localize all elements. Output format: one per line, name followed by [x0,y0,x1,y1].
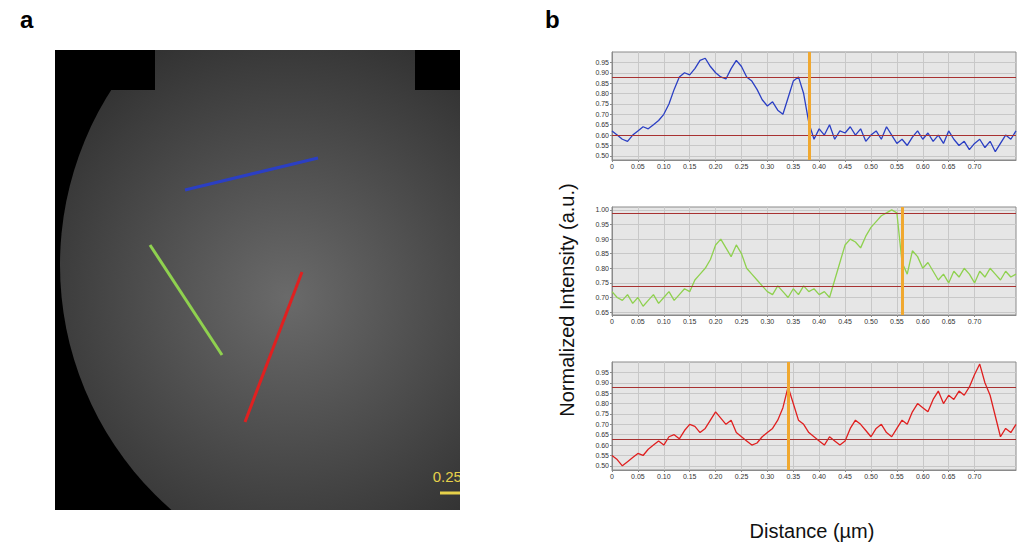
svg-text:0.60: 0.60 [916,318,930,325]
svg-text:0.45: 0.45 [838,473,852,480]
svg-text:0.90: 0.90 [595,379,609,386]
svg-text:0.40: 0.40 [812,163,826,170]
svg-text:0.75: 0.75 [595,410,609,417]
svg-text:0.35: 0.35 [786,163,800,170]
svg-text:0: 0 [610,473,614,480]
svg-text:0.20: 0.20 [709,318,723,325]
svg-text:0.65: 0.65 [595,309,609,316]
html-text:a: a [20,6,34,33]
svg-text:0.80: 0.80 [595,265,609,272]
svg-text:0.80: 0.80 [595,90,609,97]
svg-text:0.15: 0.15 [683,163,697,170]
svg-text:0.30: 0.30 [761,318,775,325]
svg-text:0: 0 [610,318,614,325]
svg-text:0.90: 0.90 [595,69,609,76]
svg-text:0.45: 0.45 [838,318,852,325]
svg-text:0.60: 0.60 [595,442,609,449]
svg-text:0.70: 0.70 [595,111,609,118]
html-text:Normalized Intensity (a.u.): Normalized Intensity (a.u.) [555,183,578,417]
svg-text:0.70: 0.70 [968,473,982,480]
svg-text:0.40: 0.40 [812,473,826,480]
svg-text:0.95: 0.95 [595,59,609,66]
svg-text:0.25: 0.25 [735,318,749,325]
svg-text:0.25: 0.25 [735,163,749,170]
svg-text:0.75: 0.75 [595,100,609,107]
svg-text:0.25 μm: 0.25 μm [433,468,460,485]
svg-text:0.65: 0.65 [595,121,609,128]
svg-text:0.55: 0.55 [890,318,904,325]
svg-text:0.95: 0.95 [595,221,609,228]
svg-text:0.05: 0.05 [631,163,645,170]
html-text:b: b [545,6,560,33]
svg-text:0: 0 [610,163,614,170]
svg-text:1.00: 1.00 [595,206,609,213]
svg-text:0.50: 0.50 [864,318,878,325]
svg-text:0.35: 0.35 [786,318,800,325]
svg-text:0.15: 0.15 [683,318,697,325]
svg-text:0.95: 0.95 [595,369,609,376]
svg-text:0.10: 0.10 [657,473,671,480]
svg-text:0.70: 0.70 [595,294,609,301]
svg-text:0.60: 0.60 [916,473,930,480]
svg-text:0.20: 0.20 [709,473,723,480]
svg-text:0.75: 0.75 [595,279,609,286]
svg-text:0.25: 0.25 [735,473,749,480]
svg-text:0.65: 0.65 [942,473,956,480]
svg-text:0.50: 0.50 [595,152,609,159]
svg-text:0.50: 0.50 [595,462,609,469]
svg-text:0.80: 0.80 [595,400,609,407]
svg-text:0.55: 0.55 [890,163,904,170]
svg-text:0.65: 0.65 [595,431,609,438]
svg-text:0.60: 0.60 [595,132,609,139]
svg-text:0.70: 0.70 [968,318,982,325]
svg-text:0.70: 0.70 [968,163,982,170]
svg-text:0.05: 0.05 [631,318,645,325]
svg-text:0.85: 0.85 [595,250,609,257]
svg-text:0.70: 0.70 [595,421,609,428]
svg-text:0.65: 0.65 [942,318,956,325]
svg-text:0.10: 0.10 [657,318,671,325]
svg-text:0.20: 0.20 [709,163,723,170]
svg-text:0.85: 0.85 [595,390,609,397]
svg-text:0.55: 0.55 [595,452,609,459]
html-text:Distance (µm): Distance (µm) [749,520,875,542]
svg-text:0.55: 0.55 [595,142,609,149]
svg-text:0.30: 0.30 [761,163,775,170]
svg-text:0.50: 0.50 [864,163,878,170]
svg-text:0.60: 0.60 [916,163,930,170]
svg-text:0.35: 0.35 [786,473,800,480]
svg-text:0.10: 0.10 [657,163,671,170]
svg-text:0.30: 0.30 [761,473,775,480]
svg-text:0.55: 0.55 [890,473,904,480]
svg-text:0.45: 0.45 [838,163,852,170]
svg-text:0.05: 0.05 [631,473,645,480]
svg-text:0.15: 0.15 [683,473,697,480]
svg-text:0.50: 0.50 [864,473,878,480]
svg-text:0.90: 0.90 [595,236,609,243]
svg-text:0.40: 0.40 [812,318,826,325]
svg-text:0.65: 0.65 [942,163,956,170]
svg-text:0.85: 0.85 [595,80,609,87]
